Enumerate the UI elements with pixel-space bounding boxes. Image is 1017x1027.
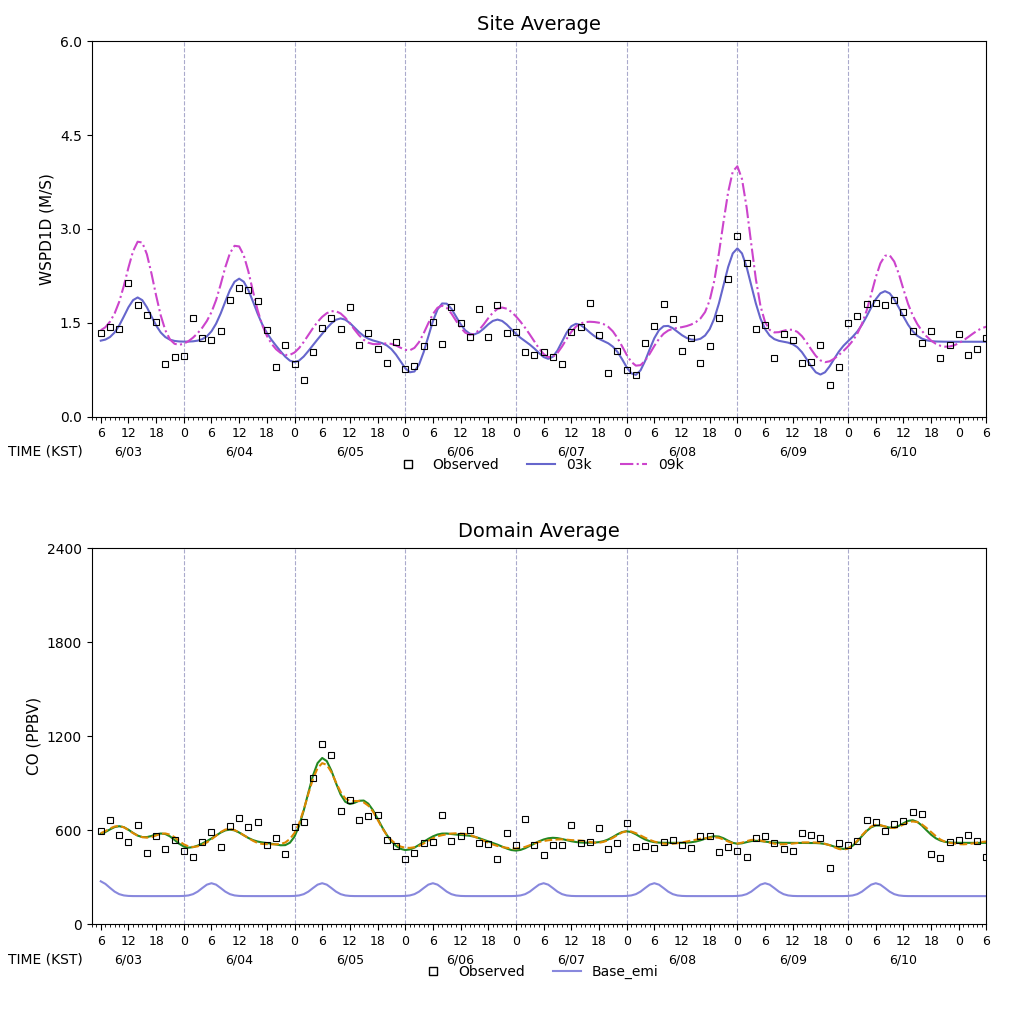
- Text: 6/09: 6/09: [779, 953, 806, 966]
- Text: 6/05: 6/05: [336, 446, 364, 459]
- Text: 6/08: 6/08: [668, 446, 696, 459]
- Y-axis label: CO (PPBV): CO (PPBV): [26, 697, 41, 775]
- Title: Domain Average: Domain Average: [458, 523, 620, 541]
- Text: 6/05: 6/05: [336, 953, 364, 966]
- Text: 6/10: 6/10: [890, 446, 917, 459]
- Text: 6/09: 6/09: [779, 446, 806, 459]
- Text: 6/04: 6/04: [225, 953, 253, 966]
- Text: 6/06: 6/06: [446, 953, 475, 966]
- Y-axis label: WSPD1D (M/S): WSPD1D (M/S): [40, 174, 54, 284]
- Text: TIME (KST): TIME (KST): [8, 445, 83, 459]
- Legend: Observed, Base_emi: Observed, Base_emi: [414, 960, 664, 985]
- Text: 6/07: 6/07: [557, 953, 586, 966]
- Text: TIME (KST): TIME (KST): [8, 952, 83, 966]
- Text: 6/03: 6/03: [115, 953, 142, 966]
- Text: 6/03: 6/03: [115, 446, 142, 459]
- Text: 6/08: 6/08: [668, 953, 696, 966]
- Legend: Observed, 03k, 09k: Observed, 03k, 09k: [388, 453, 690, 478]
- Text: 6/06: 6/06: [446, 446, 475, 459]
- Text: 6/04: 6/04: [225, 446, 253, 459]
- Title: Site Average: Site Average: [477, 15, 601, 34]
- Text: 6/07: 6/07: [557, 446, 586, 459]
- Text: 6/10: 6/10: [890, 953, 917, 966]
